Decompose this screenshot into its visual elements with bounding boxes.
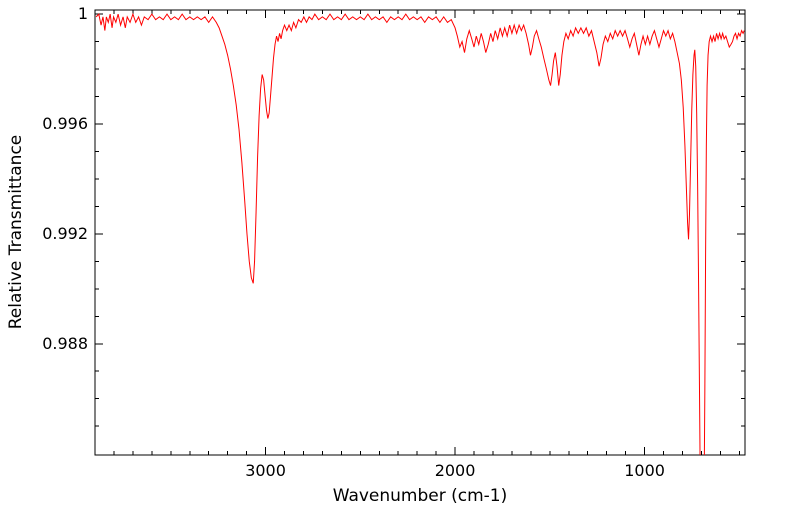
x-tick-label: 3000 [245, 461, 286, 480]
spectrum-line [95, 12, 745, 455]
x-tick-label: 1000 [624, 461, 665, 480]
axis-ticks [95, 10, 745, 455]
y-tick-label: 1 [78, 4, 88, 23]
x-axis-title: Wavenumber (cm-1) [332, 486, 508, 506]
x-tick-label: 2000 [435, 461, 476, 480]
y-tick-label: 0.996 [42, 114, 88, 133]
tick-labels: 3000 2000 1000 0.988 0.992 0.996 1 [42, 4, 665, 480]
y-tick-label: 0.992 [42, 224, 88, 243]
y-axis-title: Relative Transmittance [6, 134, 26, 330]
y-tick-label: 0.988 [42, 334, 88, 353]
plot-frame [94, 9, 746, 456]
